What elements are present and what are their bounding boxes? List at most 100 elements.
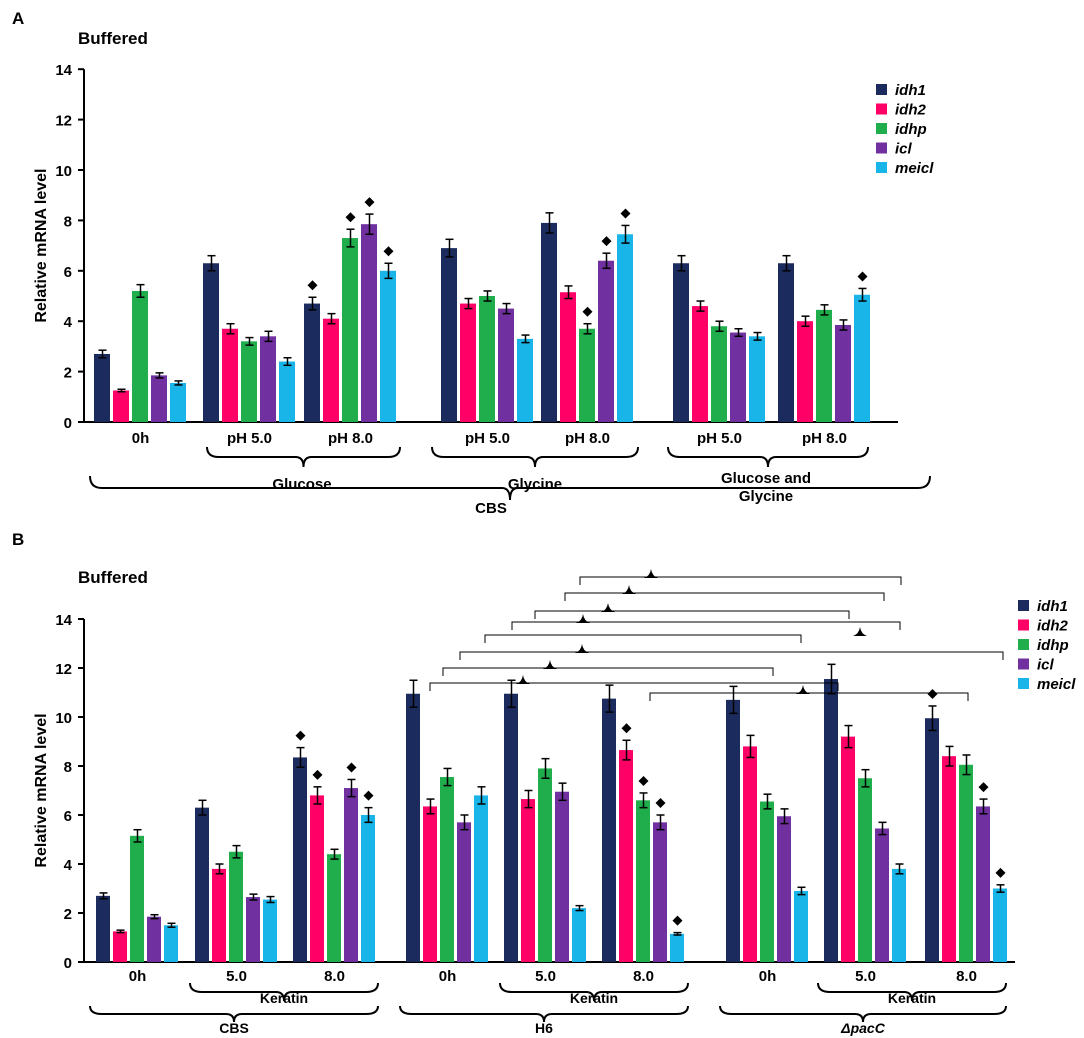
comparison-bracket bbox=[484, 634, 802, 643]
bar-idh2 bbox=[619, 750, 633, 962]
legend-swatch-idh2 bbox=[876, 103, 887, 115]
significance-marker bbox=[363, 790, 374, 801]
legend-swatch-meicl bbox=[1018, 678, 1029, 689]
significance-marker bbox=[307, 280, 318, 291]
y-tick-label: 2 bbox=[64, 365, 72, 382]
significance-marker bbox=[655, 798, 666, 808]
panel-letter-a: A bbox=[12, 9, 24, 28]
bar-meicl bbox=[617, 234, 633, 422]
bar-idh2 bbox=[310, 795, 324, 962]
bar-idh2 bbox=[692, 306, 708, 422]
brace-label: Glucose bbox=[272, 476, 331, 493]
group-label: 0h bbox=[129, 968, 147, 985]
bar-idh1 bbox=[203, 263, 219, 422]
comparison-marker bbox=[516, 675, 530, 684]
bar-icl bbox=[151, 375, 167, 422]
y-tick-label: 8 bbox=[64, 213, 72, 230]
bar-idh1 bbox=[441, 248, 457, 422]
significance-marker bbox=[857, 271, 868, 282]
brace-glucose bbox=[206, 446, 401, 468]
legend-swatch-idh2 bbox=[1018, 619, 1029, 631]
group-label: pH 8.0 bbox=[565, 430, 610, 447]
chart-b: Buffered Relative mRNA level 0 2 4 6 8 10 12 14 0h… bbox=[33, 568, 1076, 1036]
bar-meicl bbox=[993, 888, 1007, 962]
bar-idh1 bbox=[293, 757, 307, 962]
significance-marker bbox=[582, 306, 593, 317]
comparison-bracket bbox=[649, 692, 969, 701]
bar-idhp bbox=[959, 764, 973, 962]
bar-icl bbox=[976, 806, 990, 962]
group-label: pH 5.0 bbox=[227, 430, 272, 447]
significance-marker bbox=[364, 197, 375, 208]
group-label: 8.0 bbox=[956, 968, 977, 985]
significance-marker bbox=[383, 246, 394, 257]
brace-label: H6 bbox=[535, 1020, 553, 1036]
brace-keratin-pacc bbox=[817, 982, 1007, 1002]
bar-meicl bbox=[670, 933, 684, 962]
y-tick-label: 0 bbox=[64, 415, 72, 432]
significance-marker bbox=[995, 867, 1006, 878]
brace-pacc bbox=[719, 1005, 1007, 1023]
bar-icl bbox=[246, 897, 260, 962]
bar-meicl bbox=[749, 336, 765, 422]
brace-label: ΔpacC bbox=[840, 1020, 886, 1036]
bar-icl bbox=[835, 324, 851, 422]
brace-label: Keratin bbox=[570, 990, 618, 1006]
significance-marker bbox=[927, 688, 938, 699]
group-label: 5.0 bbox=[226, 968, 247, 985]
bar-meicl bbox=[854, 294, 870, 422]
comparison-marker bbox=[601, 603, 615, 612]
bar-idhp bbox=[132, 290, 148, 422]
legend-label-icl: icl bbox=[1037, 657, 1055, 674]
comparison-bracket bbox=[534, 610, 850, 619]
legend-label-meicl: meicl bbox=[895, 160, 934, 177]
bar-meicl bbox=[164, 925, 178, 962]
bar-icl bbox=[260, 336, 276, 422]
bar-icl bbox=[875, 828, 889, 962]
bar-icl bbox=[498, 308, 514, 422]
group-label: pH 5.0 bbox=[465, 430, 510, 447]
bar-idhp bbox=[229, 851, 243, 962]
brace-label: Keratin bbox=[888, 990, 936, 1006]
bar-idh1 bbox=[778, 263, 794, 422]
y-tick-label: 6 bbox=[64, 264, 72, 281]
bar-idh2 bbox=[841, 736, 855, 962]
chart-a: Buffered Relative mRNA level 0 2 4 6 8 10 12 14 0h… bbox=[33, 29, 934, 517]
y-tick-label: 10 bbox=[55, 710, 72, 727]
chart-title: Buffered bbox=[78, 568, 148, 587]
y-tick-label: 12 bbox=[55, 661, 72, 678]
significance-marker bbox=[345, 212, 356, 223]
bar-icl bbox=[361, 224, 377, 422]
bar-idh1 bbox=[406, 693, 420, 962]
brace-label: Glycine bbox=[739, 488, 793, 505]
bar-meicl bbox=[361, 815, 375, 962]
group-label: pH 5.0 bbox=[697, 430, 742, 447]
y-tick-label: 6 bbox=[64, 808, 72, 825]
significance-marker bbox=[601, 236, 612, 247]
bar-meicl bbox=[474, 795, 488, 962]
y-tick-label: 10 bbox=[55, 163, 72, 180]
group-label: 5.0 bbox=[855, 968, 876, 985]
bar-idh1 bbox=[304, 303, 320, 422]
panel-letter-b: B bbox=[12, 530, 24, 549]
significance-marker bbox=[638, 775, 649, 786]
bar-idhp bbox=[858, 778, 872, 962]
legend-label-idhp: idhp bbox=[895, 121, 927, 138]
brace-label: Glycine bbox=[508, 476, 562, 493]
brace-glycine bbox=[431, 446, 639, 468]
y-tick-label: 14 bbox=[55, 62, 72, 79]
bar-icl bbox=[653, 822, 667, 962]
bar-idh2 bbox=[423, 806, 437, 962]
bar-idh2 bbox=[560, 292, 576, 422]
group-label: 8.0 bbox=[324, 968, 345, 985]
bar-idhp bbox=[440, 777, 454, 962]
legend-swatch-icl bbox=[876, 142, 887, 154]
bar-idh2 bbox=[212, 868, 226, 962]
bar-idh2 bbox=[113, 931, 127, 962]
bar-idhp bbox=[816, 309, 832, 422]
bar-idh2 bbox=[521, 799, 535, 962]
bar-icl bbox=[344, 788, 358, 962]
comparison-marker bbox=[853, 627, 867, 636]
comparison-bracket bbox=[579, 576, 902, 585]
